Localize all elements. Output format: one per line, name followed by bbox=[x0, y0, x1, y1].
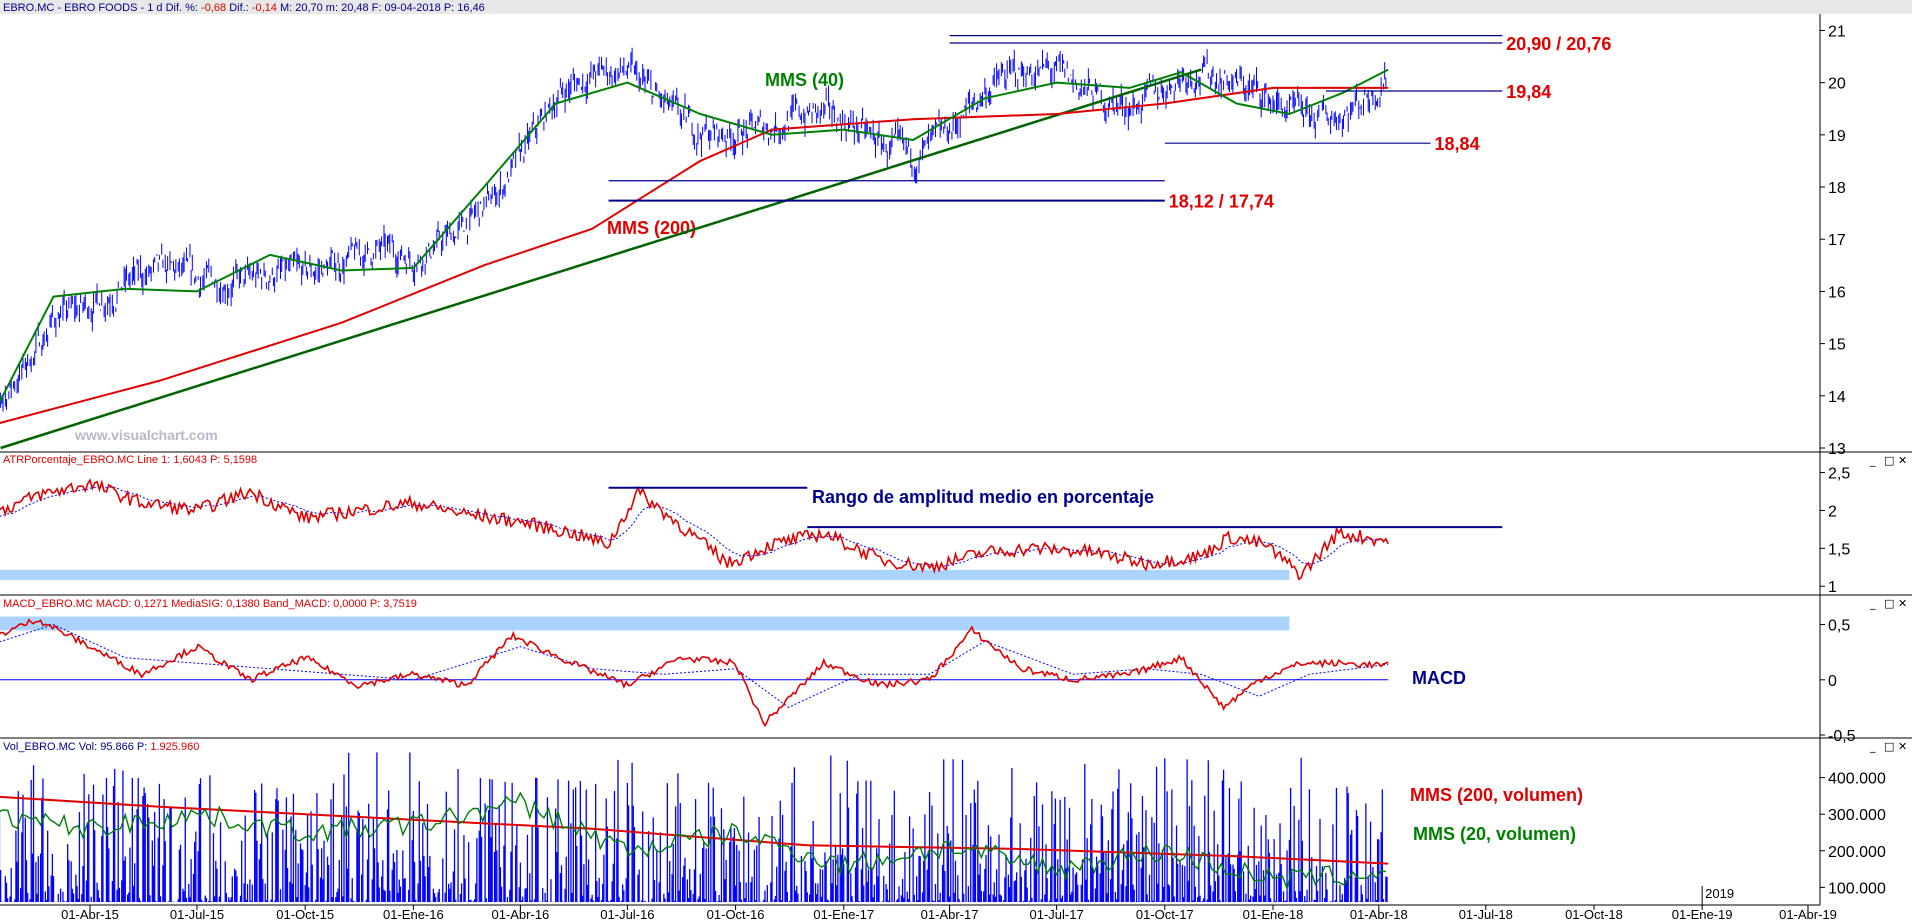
x-tick-label: 01-Ene-18 bbox=[1243, 907, 1304, 922]
watermark: www.visualchart.com bbox=[74, 427, 218, 443]
price-header-dif-pct: -0,68 bbox=[201, 2, 226, 14]
macd-y-tick-label: 0 bbox=[1828, 673, 1837, 690]
volume-window-buttons: _ □ ✕ bbox=[1869, 740, 1907, 753]
volume-close-button[interactable]: ✕ bbox=[1898, 740, 1907, 753]
price-y-tick-label: 16 bbox=[1828, 284, 1846, 301]
year-marker: 2019 bbox=[1705, 886, 1734, 901]
x-tick-label: 01-Oct-18 bbox=[1565, 907, 1623, 922]
price-header-rest: M: 20,70 m: 20,48 F: 09-04-2018 P: 16,46 bbox=[280, 2, 485, 14]
atr-highlight-band bbox=[0, 569, 1290, 580]
volume-y-tick-label: 100.000 bbox=[1828, 880, 1886, 897]
volume-header: Vol_EBRO.MC Vol: 95.866 P: 1.925.960 bbox=[3, 741, 199, 753]
atr-close-button[interactable]: ✕ bbox=[1898, 454, 1907, 467]
x-tick-label: 01-Jul-18 bbox=[1459, 907, 1513, 922]
mms-40-line bbox=[0, 68, 1389, 404]
volume-y-tick-label: 200.000 bbox=[1828, 844, 1886, 861]
macd-y-tick-label: -0,5 bbox=[1828, 728, 1856, 745]
macd-line bbox=[0, 618, 1389, 728]
label-mms-200-volumen: MMS (200, volumen) bbox=[1410, 785, 1583, 805]
header-bar bbox=[0, 0, 1912, 14]
macd-highlight-band bbox=[0, 616, 1290, 631]
x-tick-label: 01-Jul-16 bbox=[600, 907, 654, 922]
macd-header: MACD_EBRO.MC MACD: 0,1271 MediaSIG: 0,13… bbox=[3, 598, 417, 610]
label-mms-40: MMS (40) bbox=[765, 70, 844, 90]
plot-layer: 2120191817161514132,521,510,50-0,5400.00… bbox=[0, 23, 1886, 922]
volume-mms-20-line bbox=[0, 791, 1386, 891]
price-header-dif: -0,14 bbox=[252, 2, 277, 14]
x-tick-label: 01-Abr-19 bbox=[1779, 907, 1837, 922]
volume-header-p: 1.925.960 bbox=[150, 741, 199, 753]
x-tick-label: 01-Oct-15 bbox=[276, 907, 334, 922]
mms-200-line bbox=[0, 86, 1389, 424]
x-tick-label: 01-Jul-15 bbox=[170, 907, 224, 922]
macd-signal-line bbox=[0, 624, 1389, 708]
macd-window-buttons: _ □ ✕ bbox=[1869, 597, 1907, 610]
macd-title: MACD bbox=[1412, 668, 1466, 688]
macd-minimize-button[interactable]: _ bbox=[1869, 597, 1876, 610]
price-y-tick-label: 18 bbox=[1828, 180, 1846, 197]
atr-line bbox=[0, 478, 1389, 581]
x-tick-label: 01-Abr-16 bbox=[491, 907, 549, 922]
x-tick-label: 01-Abr-15 bbox=[61, 907, 119, 922]
volume-header-prefix: Vol_EBRO.MC Vol: 95.866 P: bbox=[3, 741, 147, 753]
trendline bbox=[0, 68, 1202, 450]
price-y-tick-label: 17 bbox=[1828, 232, 1846, 249]
price-y-tick-label: 14 bbox=[1828, 389, 1846, 406]
price-header-dif-label: Dif.: bbox=[229, 2, 249, 14]
atr-window-buttons: _ □ ✕ bbox=[1869, 454, 1907, 467]
price-y-tick-label: 13 bbox=[1828, 441, 1846, 458]
atr-y-tick-label: 1,5 bbox=[1828, 541, 1850, 558]
atr-restore-button[interactable]: □ bbox=[1884, 454, 1894, 467]
price-y-tick-label: 15 bbox=[1828, 337, 1846, 354]
volume-mms-200-line bbox=[0, 795, 1389, 865]
atr-signal-line bbox=[0, 486, 1389, 567]
x-tick-label: 01-Abr-18 bbox=[1350, 907, 1408, 922]
price-level-label: 20,90 / 20,76 bbox=[1506, 34, 1611, 54]
atr-y-tick-label: 1 bbox=[1828, 579, 1837, 596]
price-y-tick-label: 20 bbox=[1828, 76, 1846, 93]
price-header-prefix: EBRO.MC - EBRO FOODS - 1 d Dif. %: bbox=[3, 2, 198, 14]
atr-title: Rango de amplitud medio en porcentaje bbox=[812, 487, 1154, 507]
macd-close-button[interactable]: ✕ bbox=[1898, 597, 1907, 610]
price-y-tick-label: 21 bbox=[1828, 23, 1846, 40]
volume-y-tick-label: 300.000 bbox=[1828, 807, 1886, 824]
label-mms-200: MMS (200) bbox=[607, 218, 696, 238]
atr-y-tick-label: 2,5 bbox=[1828, 466, 1850, 483]
x-tick-label: 01-Oct-17 bbox=[1136, 907, 1194, 922]
macd-y-tick-label: 0,5 bbox=[1828, 618, 1850, 635]
atr-minimize-button[interactable]: _ bbox=[1869, 454, 1876, 467]
x-tick-label: 01-Jul-17 bbox=[1029, 907, 1083, 922]
x-tick-label: 01-Ene-17 bbox=[813, 907, 874, 922]
atr-y-tick-label: 2 bbox=[1828, 503, 1837, 520]
price-level-label: 19,84 bbox=[1506, 82, 1551, 102]
volume-y-tick-label: 400.000 bbox=[1828, 771, 1886, 788]
price-header: EBRO.MC - EBRO FOODS - 1 d Dif. %: -0,68… bbox=[3, 2, 485, 14]
atr-header: ATRPorcentaje_EBRO.MC Line 1: 1,6043 P: … bbox=[3, 454, 257, 466]
volume-restore-button[interactable]: □ bbox=[1884, 740, 1894, 753]
price-level-label: 18,84 bbox=[1435, 134, 1480, 154]
price-level-label: 18,12 / 17,74 bbox=[1169, 192, 1274, 212]
x-tick-label: 01-Ene-19 bbox=[1672, 907, 1733, 922]
macd-restore-button[interactable]: □ bbox=[1884, 597, 1894, 610]
price-y-tick-label: 19 bbox=[1828, 128, 1846, 145]
x-tick-label: 01-Oct-16 bbox=[707, 907, 765, 922]
x-tick-label: 01-Ene-16 bbox=[383, 907, 444, 922]
x-tick-label: 01-Abr-17 bbox=[921, 907, 979, 922]
label-mms-20-volumen: MMS (20, volumen) bbox=[1413, 824, 1576, 844]
volume-minimize-button[interactable]: _ bbox=[1869, 740, 1876, 753]
